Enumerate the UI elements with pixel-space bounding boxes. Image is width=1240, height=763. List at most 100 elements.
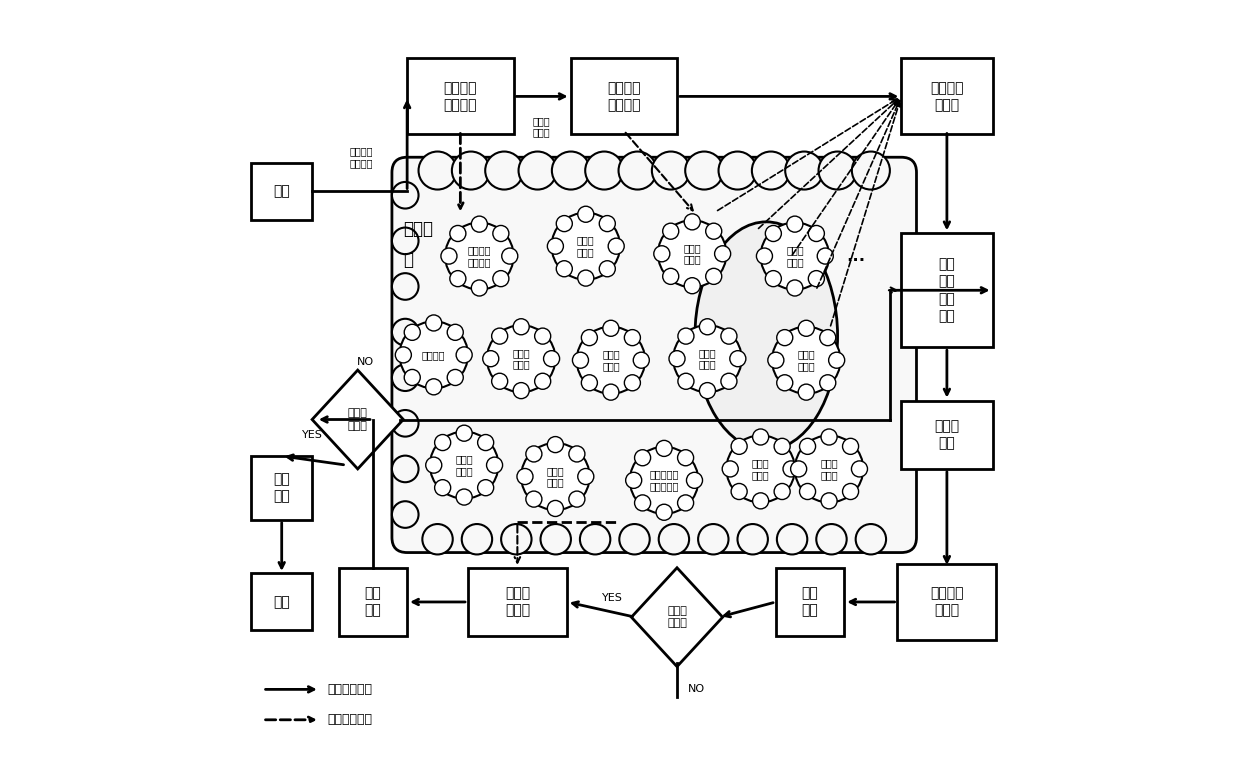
Circle shape <box>765 225 781 242</box>
Text: 表示加工流程: 表示加工流程 <box>327 683 372 696</box>
Circle shape <box>787 280 802 296</box>
Circle shape <box>828 353 844 369</box>
Text: 是否满
足要求: 是否满 足要求 <box>347 408 368 430</box>
Circle shape <box>448 324 464 340</box>
Text: NO: NO <box>687 684 704 694</box>
Ellipse shape <box>521 443 589 510</box>
Circle shape <box>482 351 498 367</box>
Circle shape <box>653 246 670 262</box>
Circle shape <box>662 269 678 285</box>
Circle shape <box>517 468 533 485</box>
Circle shape <box>392 182 419 208</box>
Circle shape <box>785 152 823 189</box>
Circle shape <box>461 524 492 555</box>
Circle shape <box>678 328 694 344</box>
Circle shape <box>486 457 502 473</box>
Text: 库: 库 <box>403 251 413 269</box>
Circle shape <box>817 248 833 264</box>
Circle shape <box>582 330 598 346</box>
Circle shape <box>765 271 781 287</box>
Circle shape <box>684 278 701 294</box>
Circle shape <box>450 225 466 242</box>
Circle shape <box>477 434 494 451</box>
Circle shape <box>456 347 472 363</box>
Circle shape <box>677 495 693 511</box>
Circle shape <box>404 369 420 385</box>
Circle shape <box>626 472 642 488</box>
Circle shape <box>842 438 858 455</box>
Text: 输入加工
需求指令: 输入加工 需求指令 <box>350 146 373 168</box>
Text: YES: YES <box>301 430 322 439</box>
Circle shape <box>658 524 689 555</box>
Circle shape <box>492 271 508 287</box>
Text: 质量控
制知识: 质量控 制知识 <box>577 235 595 257</box>
Circle shape <box>456 425 472 441</box>
Circle shape <box>450 271 466 287</box>
FancyBboxPatch shape <box>407 59 513 134</box>
Text: 叶片模型
特征分析: 叶片模型 特征分析 <box>444 81 477 112</box>
Circle shape <box>547 436 563 452</box>
Circle shape <box>774 438 790 455</box>
Circle shape <box>730 351 746 367</box>
Circle shape <box>820 330 836 346</box>
Circle shape <box>456 489 472 505</box>
Circle shape <box>501 524 532 555</box>
Text: 测试设
备知识: 测试设 备知识 <box>547 465 564 488</box>
Text: 样机
测试: 样机 测试 <box>365 586 382 617</box>
Circle shape <box>471 280 487 296</box>
Circle shape <box>603 384 619 400</box>
Circle shape <box>543 351 559 367</box>
Circle shape <box>435 434 450 451</box>
Circle shape <box>656 440 672 456</box>
Circle shape <box>582 375 598 391</box>
Circle shape <box>820 375 836 391</box>
Circle shape <box>670 351 684 367</box>
Text: 刀具信
息知识: 刀具信 息知识 <box>797 349 815 371</box>
Text: ...: ... <box>846 247 866 265</box>
Circle shape <box>753 429 769 445</box>
Circle shape <box>699 382 715 398</box>
Circle shape <box>684 214 701 230</box>
Circle shape <box>777 524 807 555</box>
Circle shape <box>852 152 890 189</box>
Circle shape <box>619 524 650 555</box>
Polygon shape <box>312 370 403 469</box>
Text: 生成叶片
毛坯模型: 生成叶片 毛坯模型 <box>608 81 641 112</box>
Ellipse shape <box>399 321 467 388</box>
Circle shape <box>485 152 523 189</box>
Circle shape <box>706 269 722 285</box>
Circle shape <box>603 320 619 336</box>
Circle shape <box>396 347 412 363</box>
Ellipse shape <box>773 327 841 394</box>
Circle shape <box>791 461 807 477</box>
Circle shape <box>635 495 651 511</box>
Circle shape <box>552 152 590 189</box>
Text: 切削参
数知识: 切削参 数知识 <box>698 348 717 369</box>
FancyBboxPatch shape <box>467 568 567 636</box>
FancyBboxPatch shape <box>901 59 992 134</box>
Text: 是否满
足要求: 是否满 足要求 <box>667 606 687 629</box>
Circle shape <box>448 369 464 385</box>
Circle shape <box>776 375 792 391</box>
Text: 结束: 结束 <box>273 595 290 609</box>
Circle shape <box>818 152 857 189</box>
Circle shape <box>526 446 542 462</box>
Circle shape <box>718 152 756 189</box>
Circle shape <box>625 330 640 346</box>
Circle shape <box>800 484 816 500</box>
Circle shape <box>756 248 773 264</box>
Circle shape <box>782 461 799 477</box>
Circle shape <box>392 501 419 528</box>
Circle shape <box>425 378 441 394</box>
Circle shape <box>732 484 748 500</box>
Circle shape <box>720 328 737 344</box>
Circle shape <box>441 248 458 264</box>
Text: 多轴
铣削
刀轨
计算: 多轴 铣削 刀轨 计算 <box>939 257 955 324</box>
Circle shape <box>585 152 624 189</box>
Circle shape <box>706 223 722 240</box>
FancyBboxPatch shape <box>252 456 312 520</box>
FancyBboxPatch shape <box>252 163 312 220</box>
Ellipse shape <box>795 436 863 502</box>
Text: 开始: 开始 <box>273 185 290 198</box>
Circle shape <box>776 330 792 346</box>
